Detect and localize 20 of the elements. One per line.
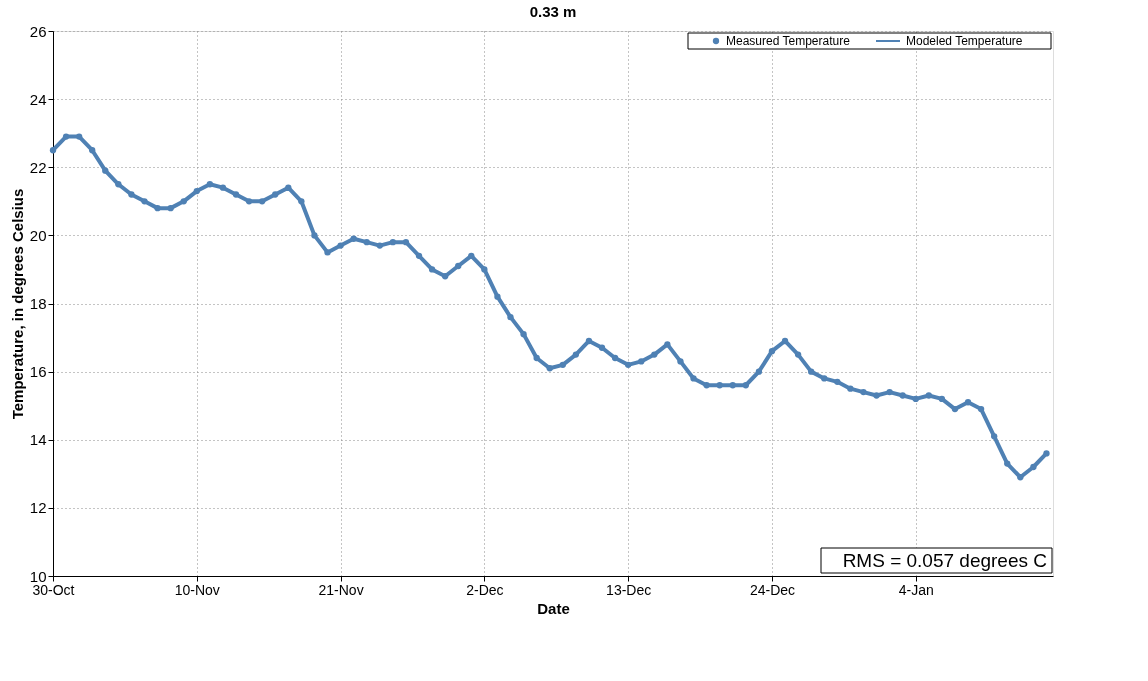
chart-title: 0.33 m [529, 3, 577, 20]
x-tick-label: 24-Dec [749, 581, 796, 598]
x-axis-title: Date [537, 599, 570, 617]
y-axis-title: Temperature, in degrees Celsius [8, 188, 26, 420]
y-tick-label: 26 [29, 22, 47, 40]
y-tick-label: 14 [29, 431, 47, 449]
y-tick-label: 16 [29, 363, 47, 381]
y-tick-label: 24 [29, 90, 47, 108]
legend-label: Modeled Temperature [906, 34, 1023, 48]
x-tick-label: 4-Jan [898, 581, 934, 598]
y-tick-label: 18 [29, 295, 47, 312]
x-tick-label: 2-Dec [466, 581, 504, 598]
annotation: RMS = 0.057 degrees C [842, 550, 1047, 571]
x-tick-label: 21-Nov [318, 581, 364, 598]
y-tick-label: 22 [29, 158, 47, 176]
y-tick-label: 12 [29, 499, 47, 517]
legend-label: Measured Temperature [726, 34, 851, 48]
x-tick-label: 13-Dec [606, 581, 652, 598]
x-tick-label: 10-Nov [174, 581, 220, 598]
y-tick-label: 20 [29, 226, 47, 244]
